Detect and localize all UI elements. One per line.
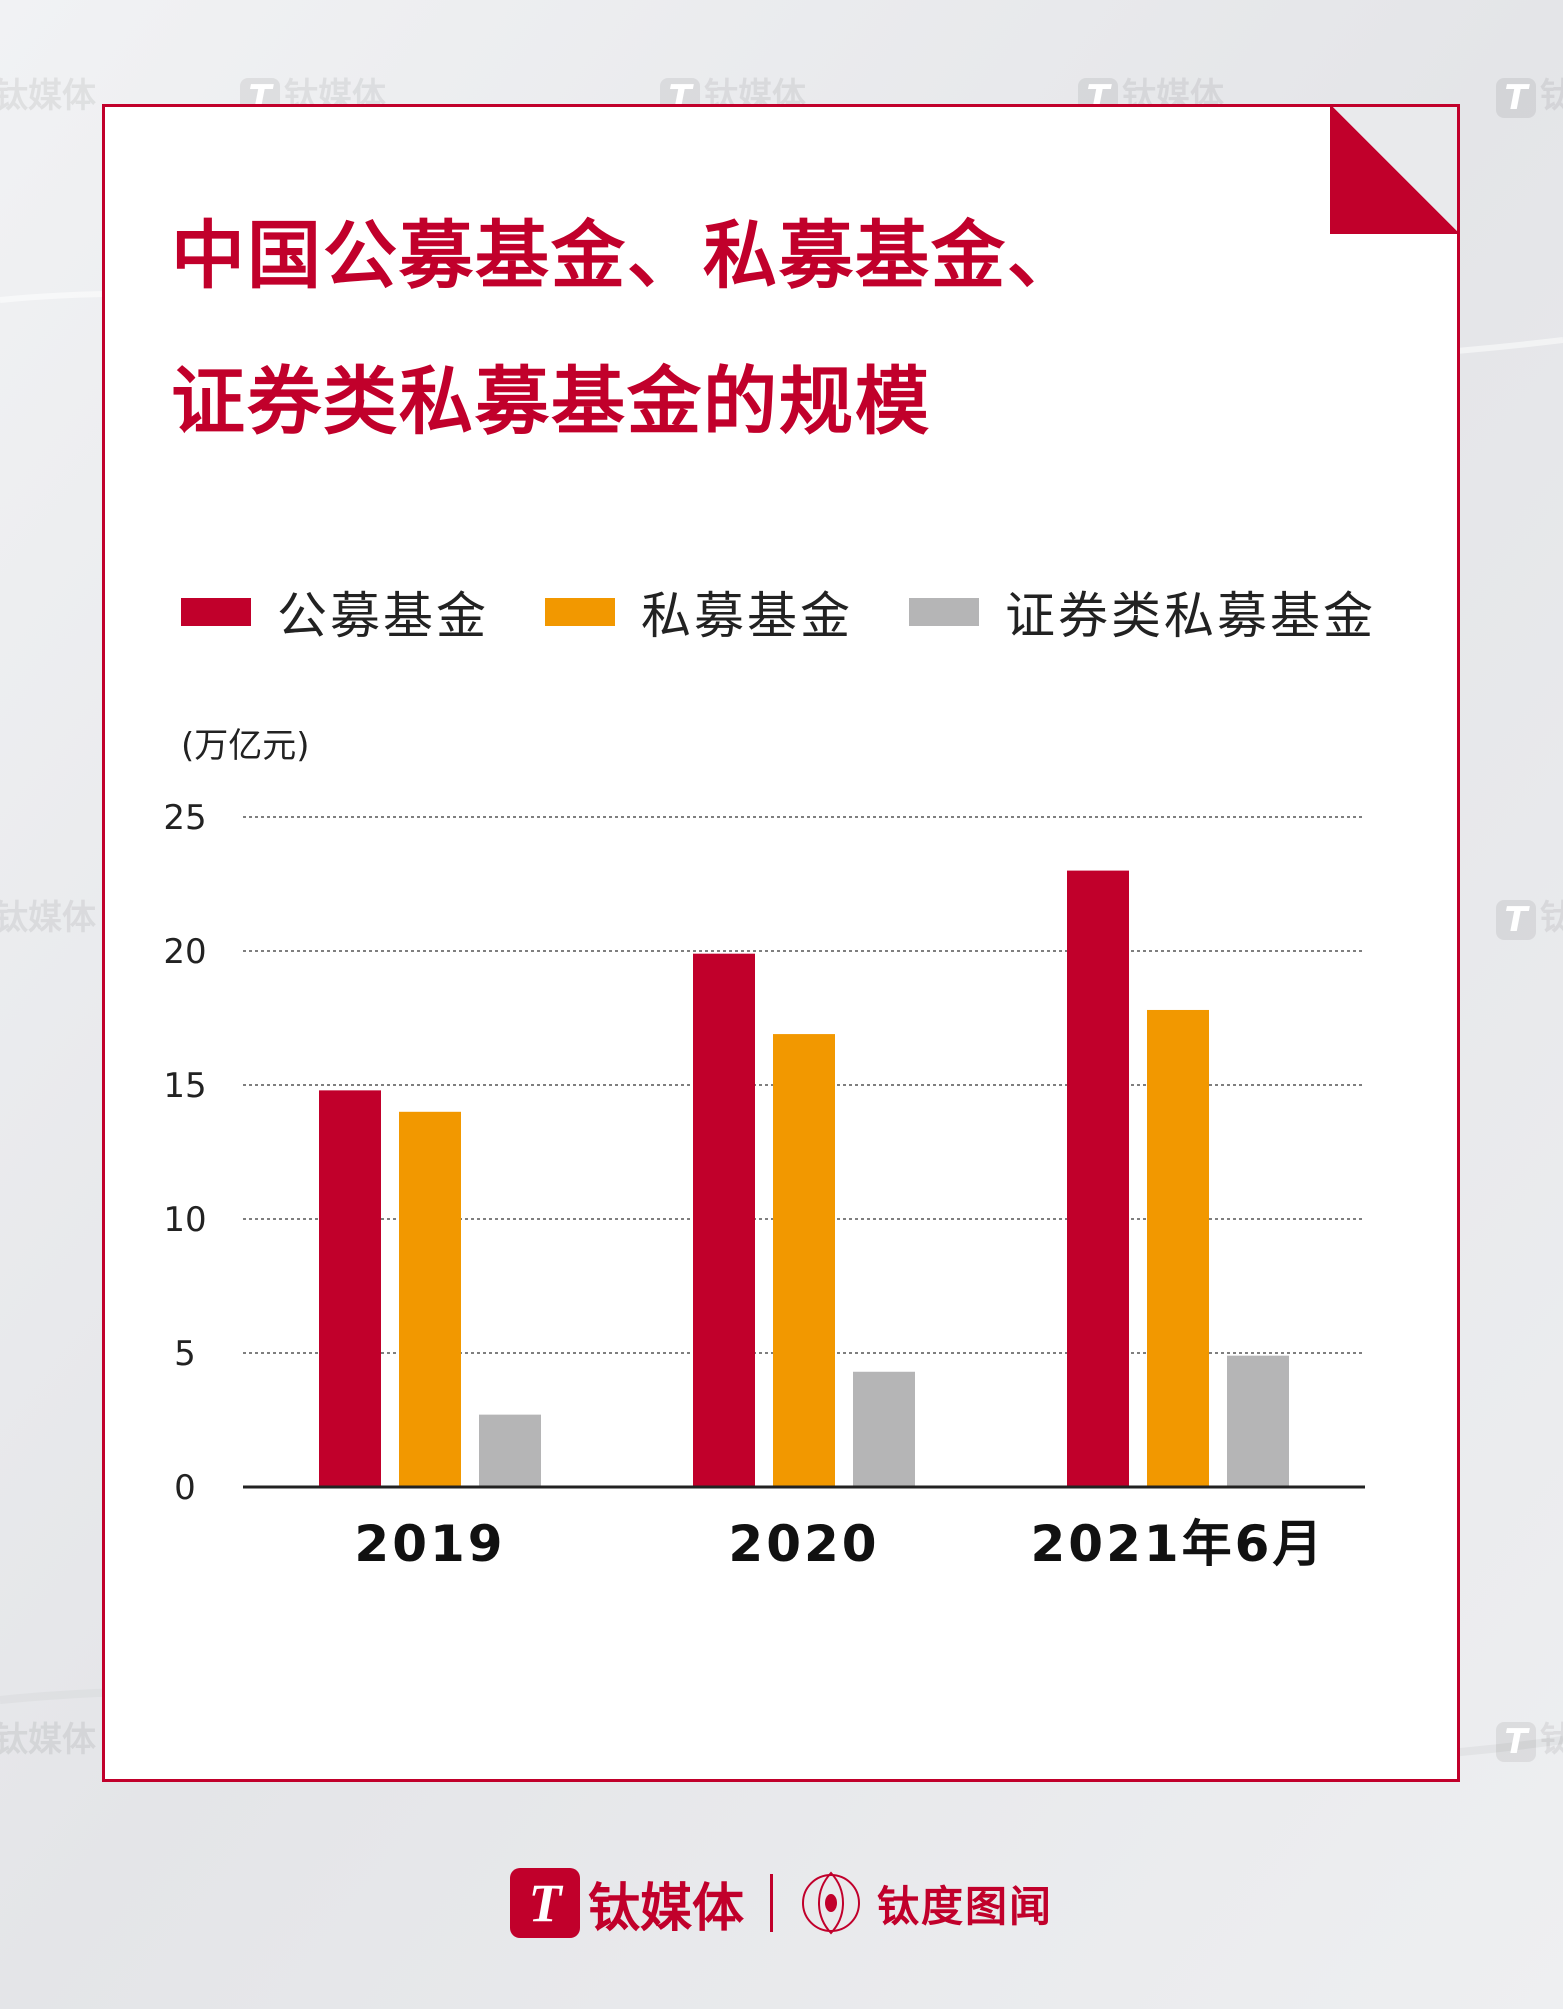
y-tick-label: 15 <box>163 1066 206 1106</box>
sub-brand: 钛度图闻 <box>799 1860 1053 1946</box>
legend-item-securities-private-fund: 证券类私募基金 <box>909 576 1376 648</box>
legend-label: 证券类私募基金 <box>1005 587 1376 645</box>
y-tick-label: 25 <box>163 798 206 838</box>
x-tick-label: 2019 <box>354 1515 505 1573</box>
legend-swatch <box>909 598 979 626</box>
bars <box>319 870 1289 1487</box>
x-tick-label: 2021年6月 <box>1031 1515 1326 1573</box>
bar <box>1227 1355 1289 1487</box>
legend-label: 公募基金 <box>277 587 489 645</box>
y-axis-unit-label: (万亿元) <box>181 726 310 766</box>
bar <box>693 953 755 1487</box>
watermark-logo-icon: T <box>1496 1721 1536 1762</box>
chart-card: 中国公募基金、私募基金、 证券类私募基金的规模 公募基金 私募基金 证券类私募基… <box>102 104 1460 1782</box>
folded-corner <box>1330 107 1457 234</box>
chart-title: 中国公募基金、私募基金、 证券类私募基金的规模 <box>171 183 1291 475</box>
watermark-logo-icon: T <box>1496 899 1536 940</box>
title-line-1: 中国公募基金、私募基金、 <box>171 213 1083 299</box>
bar <box>479 1414 541 1487</box>
legend-swatch <box>181 598 251 626</box>
legend-item-public-fund: 公募基金 <box>181 576 489 648</box>
bar <box>853 1371 915 1487</box>
brand: T 钛媒体 <box>509 1866 744 1941</box>
x-tick-labels: 2019 2020 2021年6月 <box>354 1515 1326 1573</box>
y-tick-label: 10 <box>163 1200 206 1240</box>
chart-legend: 公募基金 私募基金 证券类私募基金 <box>181 577 1432 647</box>
y-tick-label: 5 <box>174 1334 196 1374</box>
legend-swatch <box>545 598 615 626</box>
eye-logo-icon <box>802 1871 860 1935</box>
bar <box>1147 1009 1209 1487</box>
bar <box>399 1111 461 1487</box>
brand-logo-icon: T <box>509 1868 580 1938</box>
footer-branding: T 钛媒体 钛度图闻 <box>0 1818 1563 1988</box>
sub-brand-name: 钛度图闻 <box>877 1881 1054 1931</box>
bar <box>773 1034 835 1487</box>
bar <box>319 1090 381 1487</box>
footer-divider <box>770 1874 773 1932</box>
title-line-2: 证券类私募基金的规模 <box>171 359 931 445</box>
watermark-logo-icon: T <box>1496 77 1536 118</box>
y-tick-label: 20 <box>163 932 206 972</box>
y-tick-label: 0 <box>174 1468 196 1508</box>
legend-label: 私募基金 <box>641 587 853 645</box>
bar <box>1067 870 1129 1487</box>
y-tick-labels: 0 5 10 15 20 25 <box>163 798 206 1508</box>
legend-item-private-fund: 私募基金 <box>545 576 853 648</box>
x-tick-label: 2020 <box>728 1515 879 1573</box>
bar-chart: (万亿元) 0 5 10 15 20 25 2019 2020 2021年6月 <box>163 726 1365 1573</box>
brand-name: 钛媒体 <box>587 1878 744 1939</box>
